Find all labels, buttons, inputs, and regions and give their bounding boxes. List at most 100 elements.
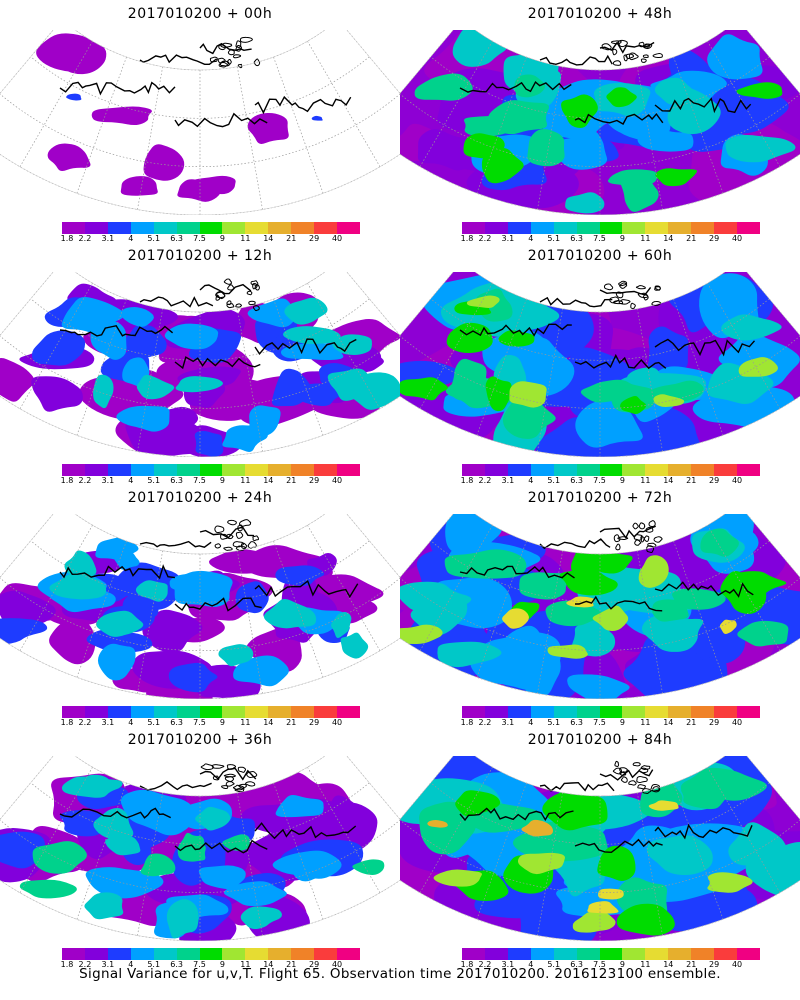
island-outline (642, 788, 652, 794)
island-outline (613, 534, 621, 543)
variance-contour (542, 790, 608, 831)
colorbar-swatch (268, 706, 292, 718)
coastline (574, 112, 664, 125)
colorbar-tick-label: 5.1 (547, 476, 561, 485)
island-outline (214, 525, 225, 534)
colorbar-tick-label: 29 (309, 476, 320, 485)
colorbar-tick-label: 9 (219, 234, 225, 243)
variance-contour (164, 323, 219, 350)
colorbar-swatch (130, 948, 154, 960)
colorbar-swatch (507, 464, 531, 476)
variance-contour (641, 614, 704, 652)
colorbar-labels: 1.8 2.2 3.1 4 5.1 6.3 7.5 9 11 14 21 29 40 (461, 476, 760, 486)
island-outline (232, 784, 245, 791)
variance-contour (96, 610, 144, 637)
island-outline (617, 39, 628, 48)
island-outline (614, 760, 620, 768)
latitude-line (400, 577, 800, 652)
variance-contour (91, 106, 152, 126)
colorbar-swatch (176, 464, 200, 476)
variance-contour (323, 795, 372, 840)
variance-contour (31, 376, 83, 412)
colorbar-swatch (153, 948, 177, 960)
variance-contour (616, 903, 675, 936)
colorbar-swatch (176, 706, 200, 718)
colorbar-tick-label: 29 (309, 960, 320, 969)
coastline (59, 325, 174, 337)
colorbar-swatch (62, 706, 85, 718)
colorbar-swatch (314, 464, 338, 476)
variance-contour (188, 175, 236, 195)
colorbar-tick-label: 7.5 (193, 718, 206, 727)
variance-contour (233, 655, 289, 687)
colorbar-tick-label: 11 (640, 476, 651, 485)
colorbar-swatch (691, 222, 715, 234)
coastline (574, 353, 667, 370)
colorbar-tick-label: 11 (640, 234, 651, 243)
variance-contour (565, 192, 605, 214)
colorbar-swatch (245, 222, 269, 234)
island-outline (252, 305, 260, 312)
variance-contour (222, 834, 251, 851)
island-outline (224, 776, 235, 783)
variance-contour (97, 643, 136, 681)
island-outline (245, 781, 256, 787)
colorbar-labels: 1.8 2.2 3.1 4 5.1 6.3 7.5 9 11 14 21 29 40 (461, 960, 760, 970)
variance-contour (672, 588, 726, 610)
variance-contour (143, 144, 185, 181)
colorbar-tick-label: 2.2 (78, 234, 92, 243)
island-outline (235, 545, 246, 552)
variance-contour (280, 343, 344, 361)
variance-contour (587, 901, 619, 914)
panel-title: 2017010200 + 84h (527, 732, 673, 748)
panel-title: 2017010200 + 72h (527, 490, 673, 506)
variance-contour (517, 852, 565, 875)
island-outline (640, 58, 647, 63)
colorbar-swatch (107, 464, 131, 476)
colorbar-swatch (199, 706, 223, 718)
colorbar-swatch (222, 464, 246, 476)
colorbar-tick-label: 4 (528, 476, 534, 485)
island-outline (628, 780, 637, 786)
variance-contour (637, 128, 694, 152)
colorbar-tick-label: 5.1 (147, 234, 161, 243)
colorbar-swatch (199, 464, 223, 476)
variance-contour (572, 910, 616, 933)
colorbar-swatch (291, 706, 315, 718)
variance-contour (728, 822, 790, 868)
island-outline (247, 541, 257, 549)
variance-contour (263, 598, 317, 629)
variance-contour (240, 906, 282, 929)
colorbar-swatch (245, 464, 269, 476)
forecast-panel: 2017010200 + 84h 1.8 2.2 3.1 4 5.1 6.3 7.5 9 11 14… (400, 726, 800, 969)
island-outline (232, 54, 242, 59)
colorbar-tick-label: 40 (331, 234, 343, 243)
variance-map (400, 30, 800, 215)
island-outline (653, 536, 663, 543)
colorbar-swatch (314, 948, 338, 960)
island-outline (211, 764, 225, 769)
island-outline (221, 785, 229, 789)
variance-contour (527, 128, 565, 167)
colorbar-tick-label: 2.2 (478, 476, 492, 485)
colorbar-swatch (622, 464, 646, 476)
colorbar-tick-label: 7.5 (593, 960, 606, 969)
variance-contour (738, 357, 778, 377)
coastline (174, 356, 261, 370)
colorbar-swatch (576, 222, 600, 234)
variance-map (0, 30, 400, 215)
variance-contour (116, 405, 170, 432)
colorbar-swatch (268, 222, 292, 234)
variance-contour (174, 570, 233, 607)
colorbar-tick-label: 2.2 (78, 718, 92, 727)
colorbar-tick-label: 14 (663, 476, 674, 485)
variance-contour (400, 377, 448, 401)
colorbar-swatch (337, 706, 360, 718)
coastline (539, 781, 615, 792)
variance-contour (135, 580, 168, 602)
island-outline (618, 280, 628, 287)
colorbar-tick-label: 6.3 (570, 476, 583, 485)
colorbar-tick-label: 21 (686, 234, 697, 243)
colorbar-tick-label: 3.1 (101, 476, 115, 485)
colorbar-tick-label: 1.8 (60, 476, 74, 485)
